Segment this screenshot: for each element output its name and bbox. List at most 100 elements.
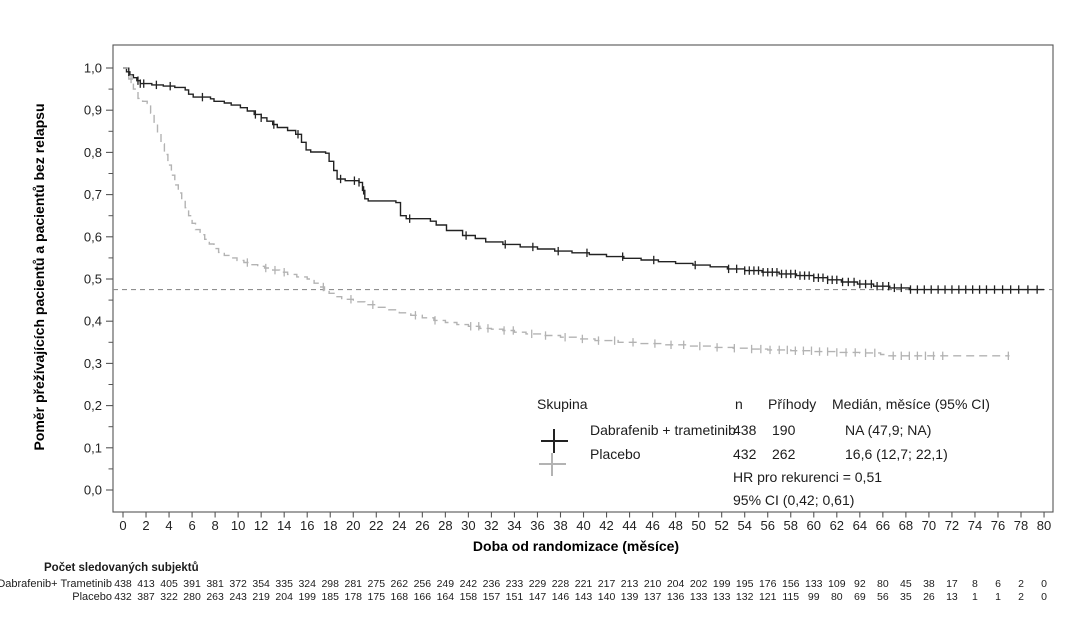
x-axis-title: Doba od randomizace (měsíce) [473, 538, 679, 554]
risk-count: 133 [690, 591, 708, 603]
risk-count: 133 [713, 591, 731, 603]
risk-count: 263 [206, 591, 224, 603]
y-tick-label: 0,3 [84, 356, 102, 371]
legend-row-placebo-label: Placebo [590, 446, 641, 462]
risk-count: 438 [114, 578, 132, 590]
risk-count: 80 [877, 578, 889, 590]
x-tick-label: 48 [668, 518, 682, 533]
risk-count: 233 [506, 578, 524, 590]
y-tick-label: 0,1 [84, 440, 102, 455]
x-tick-label: 20 [346, 518, 360, 533]
risk-count: 1 [995, 591, 1001, 603]
risk-count: 298 [321, 578, 339, 590]
risk-count: 146 [552, 591, 570, 603]
risk-count: 381 [206, 578, 224, 590]
risk-count: 322 [160, 591, 178, 603]
risk-count: 0 [1041, 578, 1047, 590]
y-tick-label: 1,0 [84, 61, 102, 76]
risk-count: 229 [529, 578, 547, 590]
risk-count: 2 [1018, 578, 1024, 590]
risk-count: 256 [414, 578, 432, 590]
risk-count: 38 [923, 578, 935, 590]
risk-count: 228 [552, 578, 570, 590]
risk-count: 139 [621, 591, 639, 603]
x-tick-label: 62 [830, 518, 844, 533]
risk-count: 26 [923, 591, 935, 603]
legend-row-placebo-events: 262 [772, 446, 796, 462]
y-tick-label: 0,7 [84, 187, 102, 202]
risk-count: 204 [275, 591, 293, 603]
legend-header-n: n [735, 396, 743, 412]
y-tick-label: 0,0 [84, 483, 102, 498]
y-tick-label: 0,5 [84, 272, 102, 287]
x-tick-label: 68 [899, 518, 913, 533]
legend-hr-line: HR pro rekurenci = 0,51 [733, 469, 882, 485]
risk-count: 217 [598, 578, 616, 590]
risk-count: 204 [667, 578, 685, 590]
risk-count: 132 [736, 591, 754, 603]
y-tick-label: 0,9 [84, 103, 102, 118]
x-tick-label: 70 [922, 518, 936, 533]
legend-row-placebo-median: 16,6 (12,7; 22,1) [845, 446, 948, 462]
risk-count: 242 [460, 578, 478, 590]
risk-count: 156 [782, 578, 800, 590]
risk-count: 195 [736, 578, 754, 590]
x-tick-label: 36 [530, 518, 544, 533]
x-tick-label: 78 [1014, 518, 1028, 533]
risk-count: 1 [972, 591, 978, 603]
risk-count: 249 [437, 578, 455, 590]
risk-count: 45 [900, 578, 912, 590]
legend-row-placebo-n: 432 [733, 446, 757, 462]
risk-count: 236 [483, 578, 501, 590]
risk-count: 140 [598, 591, 616, 603]
legend-symbol-dabrafenib-cross [541, 429, 568, 453]
km-curve-placebo [123, 67, 1010, 357]
x-tick-label: 18 [323, 518, 337, 533]
risk-count: 275 [368, 578, 386, 590]
risk-count: 109 [828, 578, 846, 590]
risk-count: 413 [137, 578, 155, 590]
risk-count: 137 [644, 591, 662, 603]
y-tick-label: 0,4 [84, 314, 102, 329]
risk-count: 387 [137, 591, 155, 603]
x-tick-label: 28 [438, 518, 452, 533]
legend-symbol-placebo-cross [539, 453, 566, 476]
x-tick-label: 52 [714, 518, 728, 533]
legend-row-dabrafenib-label: Dabrafenib + trametinib [590, 422, 736, 438]
risk-count: 219 [252, 591, 270, 603]
x-tick-label: 4 [165, 518, 172, 533]
x-tick-label: 0 [119, 518, 126, 533]
risk-count: 158 [460, 591, 478, 603]
x-tick-label: 24 [392, 518, 406, 533]
risk-table-numbers: 438 413 405 391 381 372 354 335 324 298 281 275 262 2… [114, 578, 1047, 603]
risk-table-title: Počet sledovaných subjektů [44, 562, 199, 574]
legend-row-dabrafenib-n: 438 [733, 422, 757, 438]
x-tick-label: 10 [231, 518, 245, 533]
x-tick-label: 26 [415, 518, 429, 533]
risk-count: 133 [805, 578, 823, 590]
y-tick-label: 0,2 [84, 398, 102, 413]
risk-count: 99 [808, 591, 820, 603]
risk-count: 210 [644, 578, 662, 590]
x-tick-label: 56 [760, 518, 774, 533]
risk-count: 17 [946, 578, 958, 590]
legend-ci-line: 95% CI (0,42; 0,61) [733, 492, 854, 508]
risk-count: 262 [391, 578, 409, 590]
legend-row-dabrafenib-median: NA (47,9; NA) [845, 422, 931, 438]
x-tick-label: 14 [277, 518, 291, 533]
risk-count: 13 [946, 591, 958, 603]
x-tick-label: 50 [691, 518, 705, 533]
x-tick-label: 60 [807, 518, 821, 533]
x-tick-label: 22 [369, 518, 383, 533]
risk-count: 221 [575, 578, 593, 590]
risk-count: 166 [414, 591, 432, 603]
y-axis: 1,0 0,9 0,8 0,7 0,6 0,5 0,4 0,3 0,2 0,1 0,0 [84, 61, 113, 498]
risk-count: 157 [483, 591, 501, 603]
legend: Skupina n Příhody Medián, měsíce (95% CI… [537, 396, 990, 508]
risk-count: 199 [298, 591, 316, 603]
risk-count: 0 [1041, 591, 1047, 603]
risk-count: 168 [391, 591, 409, 603]
risk-count: 35 [900, 591, 912, 603]
risk-count: 280 [183, 591, 201, 603]
x-tick-label: 54 [737, 518, 751, 533]
